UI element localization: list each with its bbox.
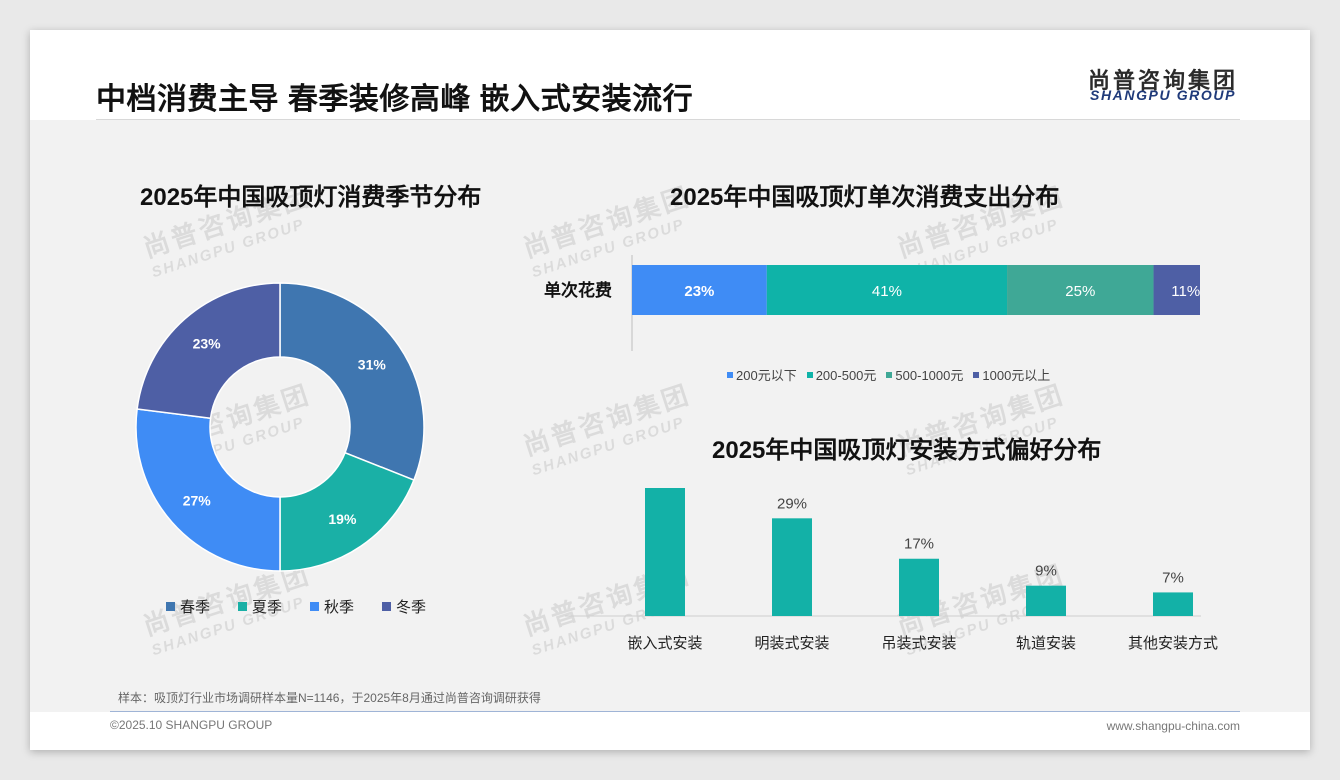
legend-label: 夏季	[252, 599, 283, 616]
slice-label: 19%	[328, 511, 357, 527]
legend-swatch	[238, 602, 248, 611]
logo-text-cn: 尚普咨询集团	[1088, 68, 1239, 93]
legend-label: 春季	[180, 599, 211, 616]
install-chart-title: 2025年中国吸顶灯安装方式偏好分布	[712, 437, 1102, 464]
stack-segment	[632, 265, 767, 315]
donut-slice	[136, 282, 281, 420]
legend-label: 200元以下	[736, 368, 797, 383]
title-divider	[96, 119, 1240, 120]
slice-label: 31%	[358, 357, 387, 373]
legend-item: 夏季	[238, 596, 282, 617]
category-label: 单次花费	[544, 280, 612, 300]
donut-slice	[279, 451, 415, 572]
legend-label: 1000元以上	[982, 368, 1051, 383]
legend-swatch	[382, 602, 392, 611]
bar	[1026, 585, 1066, 616]
legend-swatch	[806, 371, 813, 378]
legend-item: 1000元以上	[973, 365, 1050, 384]
legend-label: 500-1000元	[895, 368, 964, 383]
segment-label: 25%	[1065, 283, 1095, 300]
website: www.shangpu-china.com	[1106, 719, 1240, 733]
donut-slice	[135, 408, 281, 572]
spend-stacked-bar-chart: 单次花费 23% 41% 25% 11%	[544, 255, 1200, 351]
spend-legend: 200元以下 200-500元 500-1000元 1000元以上	[727, 365, 1060, 384]
segment-label: 11%	[1171, 283, 1200, 300]
header-band	[30, 30, 1310, 120]
stack-segment	[1007, 265, 1154, 315]
legend-swatch	[973, 371, 980, 378]
category-tick-label: 吊装式安装	[881, 635, 956, 652]
season-legend: 春季 夏季 秋季 冬季	[166, 596, 454, 617]
copyright: ©2025.10 SHANGPU GROUP	[110, 718, 273, 732]
legend-item: 200-500元	[806, 365, 877, 384]
bar	[645, 488, 685, 616]
sample-note: 样本：吸顶灯行业市场调研样本量N=1146，于2025年8月通过尚普咨询调研获得	[118, 691, 541, 705]
slice-label: 27%	[183, 492, 212, 508]
donut-slice	[279, 282, 425, 481]
watermark-en: SHANGPU GROUP	[149, 215, 308, 282]
bar-value-label: 29%	[777, 495, 807, 512]
bar-value-label: 7%	[1162, 569, 1184, 586]
footer-divider	[110, 711, 1240, 712]
spend-chart-title: 2025年中国吸顶灯单次消费支出分布	[670, 184, 1060, 211]
legend-swatch	[166, 602, 175, 611]
category-tick-label: 其他安装方式	[1128, 635, 1218, 652]
legend-item: 春季	[166, 596, 210, 617]
legend-item: 冬季	[382, 596, 426, 617]
legend-swatch	[727, 371, 733, 378]
logo-text-en: SHANGPU GROUP	[1090, 87, 1237, 103]
segment-label: 41%	[872, 283, 902, 300]
watermark-cn: 尚普咨询集团	[519, 180, 695, 264]
category-tick-label: 明装式安装	[754, 635, 829, 652]
category-tick-label: 嵌入式安装	[627, 635, 702, 652]
stack-segment	[766, 265, 1008, 315]
watermark-cn: 尚普咨询集团	[519, 378, 695, 462]
watermark: 尚普咨询集团 SHANGPU GROUP	[518, 374, 700, 479]
bar-value-label: 9%	[1035, 563, 1057, 580]
bar	[899, 558, 939, 616]
bar	[772, 518, 812, 616]
stack-segment	[1153, 265, 1200, 315]
legend-item: 秋季	[310, 596, 354, 617]
bar-value-label: 17%	[904, 536, 934, 553]
legend-swatch	[310, 602, 320, 611]
slide: 中档消费主导 春季装修高峰 嵌入式安装流行 尚普咨询集团 SHANGPU GRO…	[30, 30, 1310, 750]
footer-band	[30, 712, 1310, 750]
legend-label: 200-500元	[815, 368, 877, 383]
legend-item: 500-1000元	[886, 365, 963, 384]
legend-swatch	[886, 371, 893, 378]
legend-label: 冬季	[396, 599, 427, 616]
season-chart-title: 2025年中国吸顶灯消费季节分布	[140, 184, 482, 211]
slice-label: 23%	[193, 336, 222, 352]
bar	[1153, 592, 1193, 616]
legend-item: 200元以下	[727, 365, 797, 384]
season-donut-chart: 31% 19% 27% 23%	[135, 282, 425, 572]
category-tick-label: 轨道安装	[1016, 635, 1076, 652]
watermark-en: SHANGPU GROUP	[529, 413, 688, 480]
legend-label: 秋季	[324, 599, 355, 616]
segment-label: 23%	[684, 283, 714, 300]
page-title: 中档消费主导 春季装修高峰 嵌入式安装流行	[96, 83, 694, 116]
